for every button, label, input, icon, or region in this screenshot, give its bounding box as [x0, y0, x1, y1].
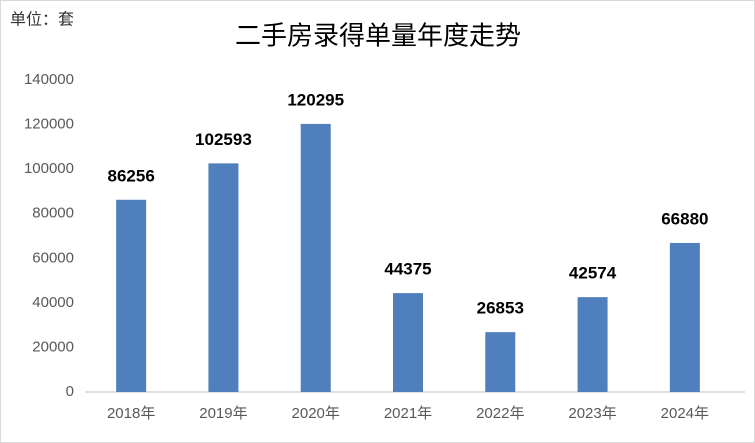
y-tick-label: 0	[66, 383, 74, 400]
data-label: 26853	[477, 299, 524, 318]
y-tick-label: 60000	[32, 249, 74, 266]
data-label: 120295	[287, 90, 344, 109]
data-label: 86256	[108, 166, 155, 185]
y-tick-label: 100000	[24, 160, 74, 177]
x-tick-label: 2018年	[107, 405, 155, 422]
chart-title: 二手房录得单量年度走势	[235, 22, 521, 52]
unit-label: 单位：套	[10, 10, 74, 29]
x-tick-label: 2021年	[384, 405, 432, 422]
y-tick-label: 20000	[32, 338, 74, 355]
y-tick-label: 120000	[24, 116, 74, 133]
x-tick-label: 2023年	[568, 405, 616, 422]
x-tick-label: 2019年	[199, 405, 247, 422]
data-label: 102593	[195, 130, 252, 149]
bar	[393, 293, 423, 392]
data-label: 42574	[569, 264, 617, 283]
bar	[208, 163, 239, 392]
y-tick-label: 140000	[24, 71, 74, 88]
x-tick-label: 2022年	[476, 405, 524, 422]
data-label: 66880	[661, 209, 708, 228]
y-tick-label: 40000	[32, 294, 74, 311]
bar	[116, 199, 147, 392]
data-label: 44375	[384, 260, 431, 279]
bar	[669, 242, 700, 392]
bar	[300, 123, 331, 392]
x-tick-label: 2024年	[661, 405, 709, 422]
bar	[485, 332, 516, 392]
bar	[577, 297, 608, 392]
y-tick-label: 80000	[32, 205, 74, 222]
x-tick-label: 2020年	[292, 405, 340, 422]
